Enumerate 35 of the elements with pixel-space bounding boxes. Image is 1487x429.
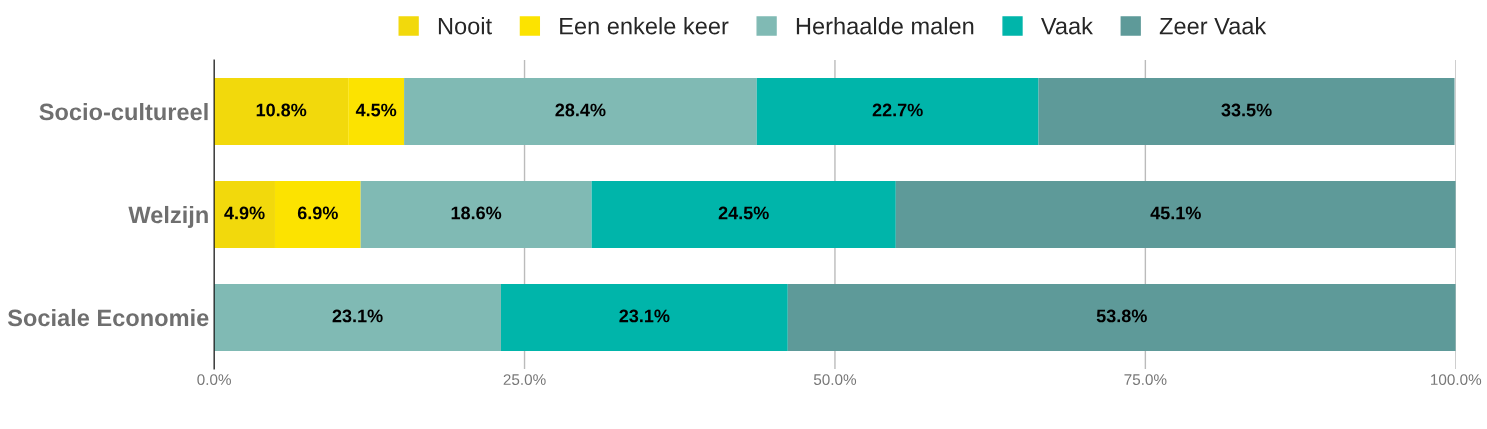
data-label: 23.1% bbox=[619, 309, 670, 323]
data-label: 4.9% bbox=[224, 206, 265, 220]
data-label: 4.5% bbox=[355, 103, 397, 117]
y-tick-label: Socio-cultureel bbox=[39, 102, 208, 121]
bar bbox=[500, 284, 788, 351]
data-label: 10.8% bbox=[256, 103, 307, 117]
bar bbox=[591, 181, 896, 248]
data-label: 6.9% bbox=[297, 206, 338, 220]
bar bbox=[404, 78, 757, 145]
legend-label: Zeer Vaak bbox=[1159, 17, 1267, 35]
x-tick-label: 50.0% bbox=[813, 374, 857, 386]
x-tick-label: 100.0% bbox=[1431, 374, 1482, 386]
data-label: 23.1% bbox=[332, 309, 383, 323]
y-tick-label: Welzijn bbox=[128, 205, 208, 228]
bar bbox=[360, 181, 592, 248]
legend-label: Vaak bbox=[1040, 17, 1093, 35]
legend-label: Een enkele keer bbox=[560, 17, 729, 35]
legend-label: Nooit bbox=[438, 17, 492, 35]
x-tick-label: 25.0% bbox=[503, 374, 546, 386]
y-tick-label: Sociale Economie bbox=[7, 308, 209, 327]
legend-label: Herhaalde malen bbox=[796, 17, 974, 35]
data-label: 24.5% bbox=[718, 206, 769, 220]
data-label: 45.1% bbox=[1150, 206, 1201, 220]
data-label: 22.7% bbox=[872, 103, 923, 117]
bar bbox=[756, 78, 1039, 145]
data-label: 33.5% bbox=[1221, 103, 1272, 117]
x-tick-label: 75.0% bbox=[1124, 374, 1167, 386]
data-label: 53.8% bbox=[1096, 309, 1147, 323]
bar bbox=[787, 284, 1456, 351]
bar bbox=[214, 284, 501, 351]
data-label: 28.4% bbox=[555, 103, 606, 117]
data-label: 18.6% bbox=[451, 206, 502, 220]
x-tick-label: 0.0% bbox=[197, 374, 231, 386]
bar bbox=[1038, 78, 1455, 145]
bar bbox=[895, 181, 1456, 248]
